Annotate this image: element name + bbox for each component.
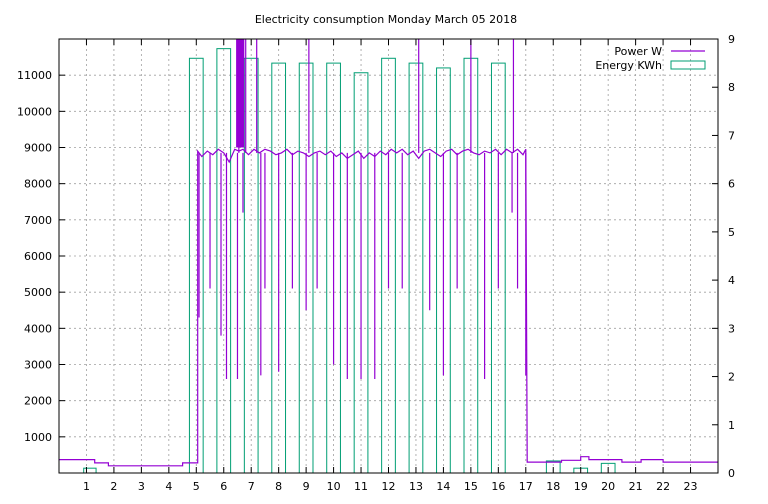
x-tick-label: 14 <box>436 480 450 493</box>
x-tick-label: 8 <box>275 480 282 493</box>
y-left-tick-label: 7000 <box>24 214 52 227</box>
x-tick-label: 19 <box>574 480 588 493</box>
x-tick-label: 3 <box>138 480 145 493</box>
x-tick-label: 18 <box>546 480 560 493</box>
x-tick-label: 11 <box>354 480 368 493</box>
chart-title: Electricity consumption Monday March 05 … <box>255 13 517 26</box>
y-axis-left: 1000 2000 3000 4000 5000 6000 7000 8000 9000 1000… <box>17 69 65 444</box>
y-right-tick-label: 6 <box>728 178 735 191</box>
x-tick-label: 21 <box>629 480 643 493</box>
x-tick-label: 5 <box>193 480 200 493</box>
y-left-tick-label: 5000 <box>24 286 52 299</box>
y-axis-right: 0 1 2 3 4 5 6 7 8 9 <box>712 33 735 480</box>
y-right-tick-label: 5 <box>728 226 735 239</box>
x-tick-label: 4 <box>165 480 172 493</box>
x-tick-label: 7 <box>248 480 255 493</box>
y-right-tick-label: 0 <box>728 467 735 480</box>
energy-bar <box>83 467 97 474</box>
legend-label: Power W <box>614 45 662 58</box>
x-tick-label: 15 <box>464 480 478 493</box>
y-right-tick-label: 9 <box>728 33 735 46</box>
energy-bars <box>83 48 616 474</box>
power-line <box>59 39 718 467</box>
y-right-tick-label: 8 <box>728 81 735 94</box>
x-tick-label: 9 <box>303 480 310 493</box>
x-tick-label: 20 <box>601 480 615 493</box>
y-left-tick-label: 11000 <box>17 69 52 82</box>
y-right-tick-label: 2 <box>728 371 735 384</box>
x-tick-label: 16 <box>491 480 505 493</box>
y-right-tick-label: 1 <box>728 419 735 432</box>
x-tick-label: 22 <box>656 480 670 493</box>
y-left-tick-label: 10000 <box>17 105 52 118</box>
y-left-tick-label: 6000 <box>24 250 52 263</box>
legend-swatch-energy <box>670 60 706 70</box>
x-tick-label: 17 <box>519 480 533 493</box>
legend-label: Energy KWh <box>595 59 662 72</box>
y-left-tick-label: 9000 <box>24 142 52 155</box>
y-right-tick-label: 3 <box>728 322 735 335</box>
x-axis: 1 2 3 4 5 6 7 8 9 10 11 12 13 14 15 16 17 18 19 20 21 22 23 <box>83 39 698 493</box>
x-tick-label: 23 <box>684 480 698 493</box>
x-tick-label: 6 <box>220 480 227 493</box>
y-left-tick-label: 1000 <box>24 431 52 444</box>
x-tick-label: 1 <box>83 480 90 493</box>
x-tick-label: 12 <box>382 480 396 493</box>
y-right-tick-label: 4 <box>728 274 735 287</box>
x-tick-label: 13 <box>409 480 423 493</box>
y-left-tick-label: 3000 <box>24 359 52 372</box>
y-left-tick-label: 8000 <box>24 178 52 191</box>
x-tick-label: 10 <box>327 480 341 493</box>
x-tick-label: 2 <box>110 480 117 493</box>
power-dense-band <box>236 39 245 148</box>
y-left-tick-label: 4000 <box>24 322 52 335</box>
y-left-tick-label: 2000 <box>24 395 52 408</box>
y-right-tick-label: 7 <box>728 129 735 142</box>
